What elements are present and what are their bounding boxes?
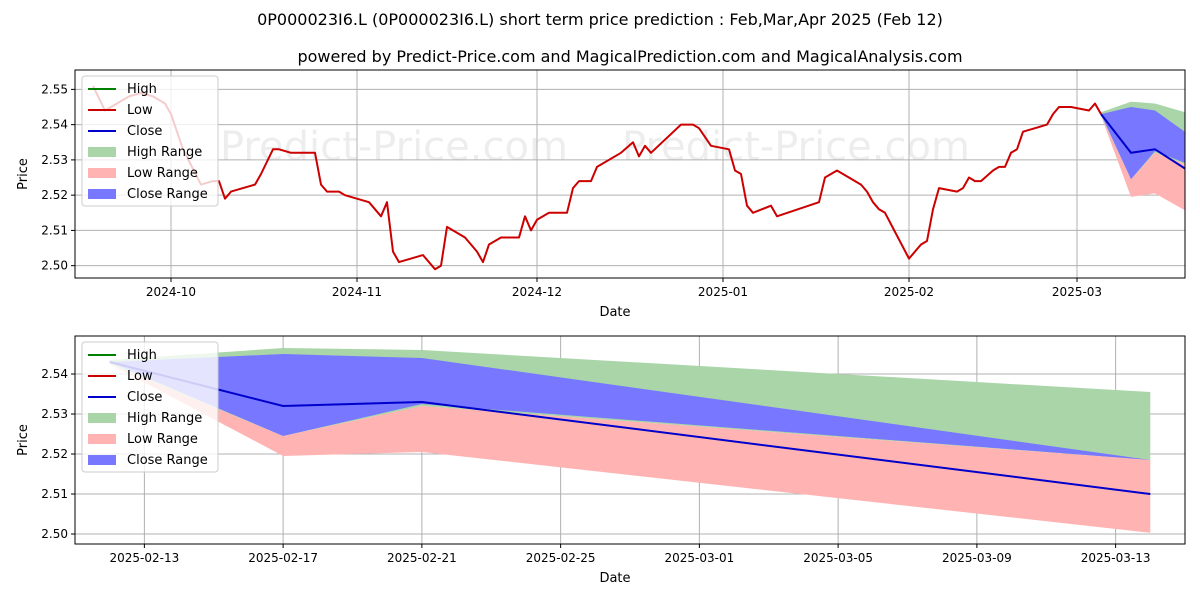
legend-label: Close xyxy=(127,390,162,405)
watermark-text: Predict-Price.com xyxy=(622,274,970,320)
close-range-band xyxy=(109,354,1151,460)
y-tick-label: 2.53 xyxy=(41,153,68,167)
legend-label: Low xyxy=(127,103,153,118)
watermark-text: Predict-Price.com xyxy=(622,124,970,170)
plot-frame xyxy=(74,335,1186,545)
y-tick-label: 2.50 xyxy=(41,527,68,541)
legend-swatch-patch xyxy=(88,189,116,199)
legend-swatch-patch xyxy=(88,455,116,465)
legend-swatch-patch xyxy=(88,413,116,423)
watermark-text: Predict-Price.com xyxy=(220,124,568,170)
y-tick-label: 2.52 xyxy=(41,447,68,461)
data-layer xyxy=(92,85,1185,271)
y-tick-label: 2.55 xyxy=(41,82,68,96)
y-tick-label: 2.50 xyxy=(41,259,68,273)
y-axis-label: Price xyxy=(16,424,31,456)
plot-frame xyxy=(74,69,1186,279)
low-range-band xyxy=(109,364,1151,533)
x-tick-label: 2025-02-17 xyxy=(248,551,318,565)
x-tick-label: 2025-03-01 xyxy=(665,551,735,565)
legend-label: Close Range xyxy=(127,453,208,468)
y-tick-label: 2.53 xyxy=(41,407,68,421)
y-tick-label: 2.51 xyxy=(41,487,68,501)
x-tick-label: 2025-01 xyxy=(698,285,748,299)
x-tick-label: 2024-10 xyxy=(146,285,196,299)
chart-title: 0P000023I6.L (0P000023I6.L) short term p… xyxy=(257,10,943,29)
legend: High Low Close High Range Low Range Close Ran… xyxy=(81,341,219,473)
legend-label: Low xyxy=(127,369,153,384)
legend-label: High xyxy=(127,82,157,97)
legend-label: Close Range xyxy=(127,187,208,202)
x-axis-label: Date xyxy=(599,571,630,586)
x-tick-label: 2025-03-09 xyxy=(942,551,1012,565)
watermark-group: Predict-Price.com Predict-Price.com Predic… xyxy=(220,124,970,320)
x-tick-label: 2025-03-13 xyxy=(1081,551,1151,565)
legend-label: High Range xyxy=(127,411,202,426)
legend-swatch-patch xyxy=(88,147,116,157)
x-tick-label: 2025-03 xyxy=(1052,285,1102,299)
watermark-text: Predict-Price.com xyxy=(220,540,568,586)
top-chart-panel: Predict-Price.com Predict-Price.com Predic… xyxy=(16,69,1186,320)
watermark-text: Predict-Price.com xyxy=(622,540,970,586)
y-tick-label: 2.51 xyxy=(41,223,68,237)
chart-subtitle: powered by Predict-Price.com and Magical… xyxy=(297,47,962,66)
legend-label: Low Range xyxy=(127,166,198,181)
legend-swatch-patch xyxy=(88,168,116,178)
legend-label: High Range xyxy=(127,145,202,160)
legend-label: High xyxy=(127,348,157,363)
close-forecast-line xyxy=(1100,113,1185,170)
x-tick-label: 2025-02 xyxy=(884,285,934,299)
x-tick-label: 2024-11 xyxy=(332,285,382,299)
y-tick-label: 2.54 xyxy=(41,118,68,132)
x-axis-label: Date xyxy=(599,305,630,320)
close-range-band xyxy=(1101,107,1185,180)
legend-swatch-patch xyxy=(88,434,116,444)
legend-label: Low Range xyxy=(127,432,198,447)
y-tick-label: 2.52 xyxy=(41,188,68,202)
bottom-chart-panel: Predict-Price.comPredict-Price.comPredic… xyxy=(16,335,1186,586)
low-range-band xyxy=(1101,115,1185,211)
x-tick-label: 2025-02-25 xyxy=(526,551,596,565)
y-tick-label: 2.54 xyxy=(41,367,68,381)
legend-label: Close xyxy=(127,124,162,139)
data-layer xyxy=(109,348,1151,533)
x-tick-label: 2025-02-13 xyxy=(110,551,180,565)
y-axis-label: Price xyxy=(16,158,31,190)
x-tick-label: 2025-03-05 xyxy=(803,551,873,565)
x-tick-label: 2024-12 xyxy=(512,285,562,299)
low-series-line xyxy=(92,85,1102,271)
watermark-text: Predict-Price.com xyxy=(220,274,568,320)
x-tick-label: 2025-02-21 xyxy=(387,551,457,565)
legend: High Low Close High Range Low Range Close Ran… xyxy=(81,75,219,207)
